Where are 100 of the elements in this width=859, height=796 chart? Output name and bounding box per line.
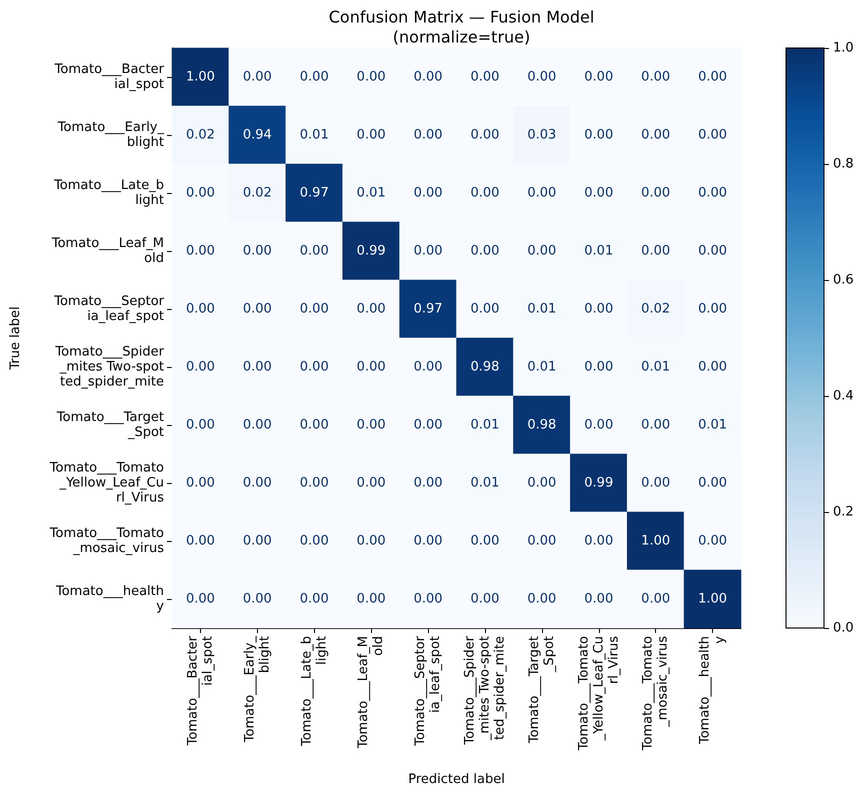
data-label: 0.00 bbox=[527, 592, 556, 606]
data-label: 0.01 bbox=[698, 418, 728, 432]
color-bar-label: 0.8 bbox=[833, 156, 854, 172]
data-label: 0.00 bbox=[356, 534, 386, 548]
data-label: 0.00 bbox=[527, 244, 556, 258]
data-label: 0.00 bbox=[641, 592, 670, 606]
data-label: 0.00 bbox=[698, 70, 728, 84]
data-label: 0.00 bbox=[300, 592, 329, 606]
data-label: 0.03 bbox=[527, 128, 556, 142]
data-label: 0.00 bbox=[470, 186, 500, 200]
data-label: 0.00 bbox=[300, 476, 329, 490]
y-tick-label: Tomato___Spider _mites Two-spot ted_spider_mite bbox=[54, 344, 165, 390]
data-label: 0.00 bbox=[698, 186, 728, 200]
data-label: 0.01 bbox=[527, 360, 556, 374]
data-label: 0.00 bbox=[356, 302, 386, 316]
x-tick-label: Tomato___Late_b light bbox=[299, 636, 330, 747]
data-label: 0.01 bbox=[470, 476, 500, 490]
data-label: 0.00 bbox=[470, 534, 500, 548]
data-label: 0.01 bbox=[356, 186, 386, 200]
x-axis-title: Predicted label bbox=[408, 772, 505, 787]
data-label: 0.00 bbox=[584, 302, 614, 316]
data-label: 0.98 bbox=[527, 418, 556, 432]
color-bar-label: 0.0 bbox=[833, 620, 854, 636]
data-label: 0.00 bbox=[356, 70, 386, 84]
data-label: 0.00 bbox=[242, 592, 272, 606]
data-label: 0.00 bbox=[414, 534, 443, 548]
y-tick-label: Tomato___Bacter ial_spot bbox=[54, 62, 165, 92]
data-label: 0.00 bbox=[300, 534, 329, 548]
y-tick-label: Tomato___Leaf_M old bbox=[50, 236, 164, 266]
data-label: 0.00 bbox=[527, 70, 556, 84]
data-label: 0.00 bbox=[186, 418, 215, 432]
y-tick-label: Tomato___Early_ blight bbox=[56, 120, 164, 150]
data-label: 0.00 bbox=[641, 476, 670, 490]
data-label: 0.00 bbox=[470, 128, 500, 142]
data-label: 0.00 bbox=[584, 128, 614, 142]
data-label: 0.97 bbox=[414, 302, 443, 316]
y-axis-title: True label bbox=[8, 306, 23, 371]
data-label: 0.00 bbox=[584, 592, 614, 606]
data-label: 0.00 bbox=[186, 186, 215, 200]
data-label: 0.99 bbox=[356, 244, 386, 258]
data-label: 1.00 bbox=[186, 70, 215, 84]
data-label: 0.00 bbox=[641, 418, 670, 432]
data-label: 0.00 bbox=[641, 70, 670, 84]
x-tick-label: Tomato___Early_ blight bbox=[242, 636, 272, 744]
data-label: 0.00 bbox=[698, 128, 728, 142]
y-tick-label: Tomato___Tomato _mosaic_virus bbox=[48, 526, 164, 556]
data-label: 0.02 bbox=[186, 128, 215, 142]
y-tick-label: Tomato___Late_b light bbox=[53, 178, 164, 208]
data-label: 1.00 bbox=[698, 592, 728, 606]
data-label: 0.00 bbox=[186, 534, 215, 548]
data-label: 0.00 bbox=[527, 186, 556, 200]
y-tick-label: Tomato___health y bbox=[54, 584, 164, 614]
data-label: 0.00 bbox=[470, 592, 500, 606]
data-label: 0.00 bbox=[698, 302, 728, 316]
data-label: 0.01 bbox=[527, 302, 556, 316]
data-label: 0.00 bbox=[300, 360, 329, 374]
data-label: 0.00 bbox=[356, 418, 386, 432]
data-label: 0.00 bbox=[584, 186, 614, 200]
data-label: 0.01 bbox=[470, 418, 500, 432]
data-label: 0.99 bbox=[584, 476, 614, 490]
data-label: 0.00 bbox=[641, 186, 670, 200]
data-label: 0.00 bbox=[698, 476, 728, 490]
data-label: 0.00 bbox=[414, 418, 443, 432]
data-label: 0.00 bbox=[356, 592, 386, 606]
data-label: 0.00 bbox=[242, 360, 272, 374]
data-label: 0.94 bbox=[242, 128, 272, 142]
data-label: 0.01 bbox=[641, 360, 670, 374]
data-label: 0.00 bbox=[641, 244, 670, 258]
data-label: 0.00 bbox=[698, 534, 728, 548]
data-label: 0.00 bbox=[186, 592, 215, 606]
color-bar-label: 0.4 bbox=[833, 388, 854, 404]
data-label: 0.00 bbox=[414, 476, 443, 490]
data-label: 0.00 bbox=[242, 418, 272, 432]
data-label: 0.00 bbox=[242, 534, 272, 548]
data-label: 0.00 bbox=[470, 70, 500, 84]
data-label: 0.00 bbox=[186, 360, 215, 374]
color-bar-label: 0.6 bbox=[833, 272, 854, 288]
data-label: 0.01 bbox=[300, 128, 329, 142]
data-label: 0.00 bbox=[356, 128, 386, 142]
data-label: 0.00 bbox=[414, 360, 443, 374]
y-tick-label: Tomato___Target _Spot bbox=[56, 410, 164, 440]
color-bar-label: 0.2 bbox=[833, 504, 854, 520]
x-tick-label: Tomato___Leaf_M old bbox=[356, 636, 386, 750]
data-label: 0.00 bbox=[698, 360, 728, 374]
data-label: 0.98 bbox=[470, 360, 500, 374]
x-tick-label: Tomato___Tomato _Yellow_Leaf_Cu rl_Virus bbox=[576, 636, 622, 752]
x-tick-label: Tomato___health y bbox=[698, 636, 728, 746]
chart-title: Confusion Matrix — Fusion Model (normalize=true) bbox=[328, 8, 594, 46]
data-label: 0.00 bbox=[527, 534, 556, 548]
data-label: 0.00 bbox=[470, 244, 500, 258]
data-label: 0.97 bbox=[300, 186, 329, 200]
y-tick-label: Tomato___Septor ia_leaf_spot bbox=[53, 294, 165, 324]
data-label: 0.00 bbox=[356, 476, 386, 490]
data-label: 0.00 bbox=[584, 360, 614, 374]
data-label: 1.00 bbox=[641, 534, 670, 548]
data-label: 0.00 bbox=[584, 534, 614, 548]
data-label: 0.00 bbox=[186, 302, 215, 316]
data-label: 0.00 bbox=[300, 418, 329, 432]
data-label: 0.02 bbox=[641, 302, 670, 316]
data-label: 0.00 bbox=[584, 70, 614, 84]
